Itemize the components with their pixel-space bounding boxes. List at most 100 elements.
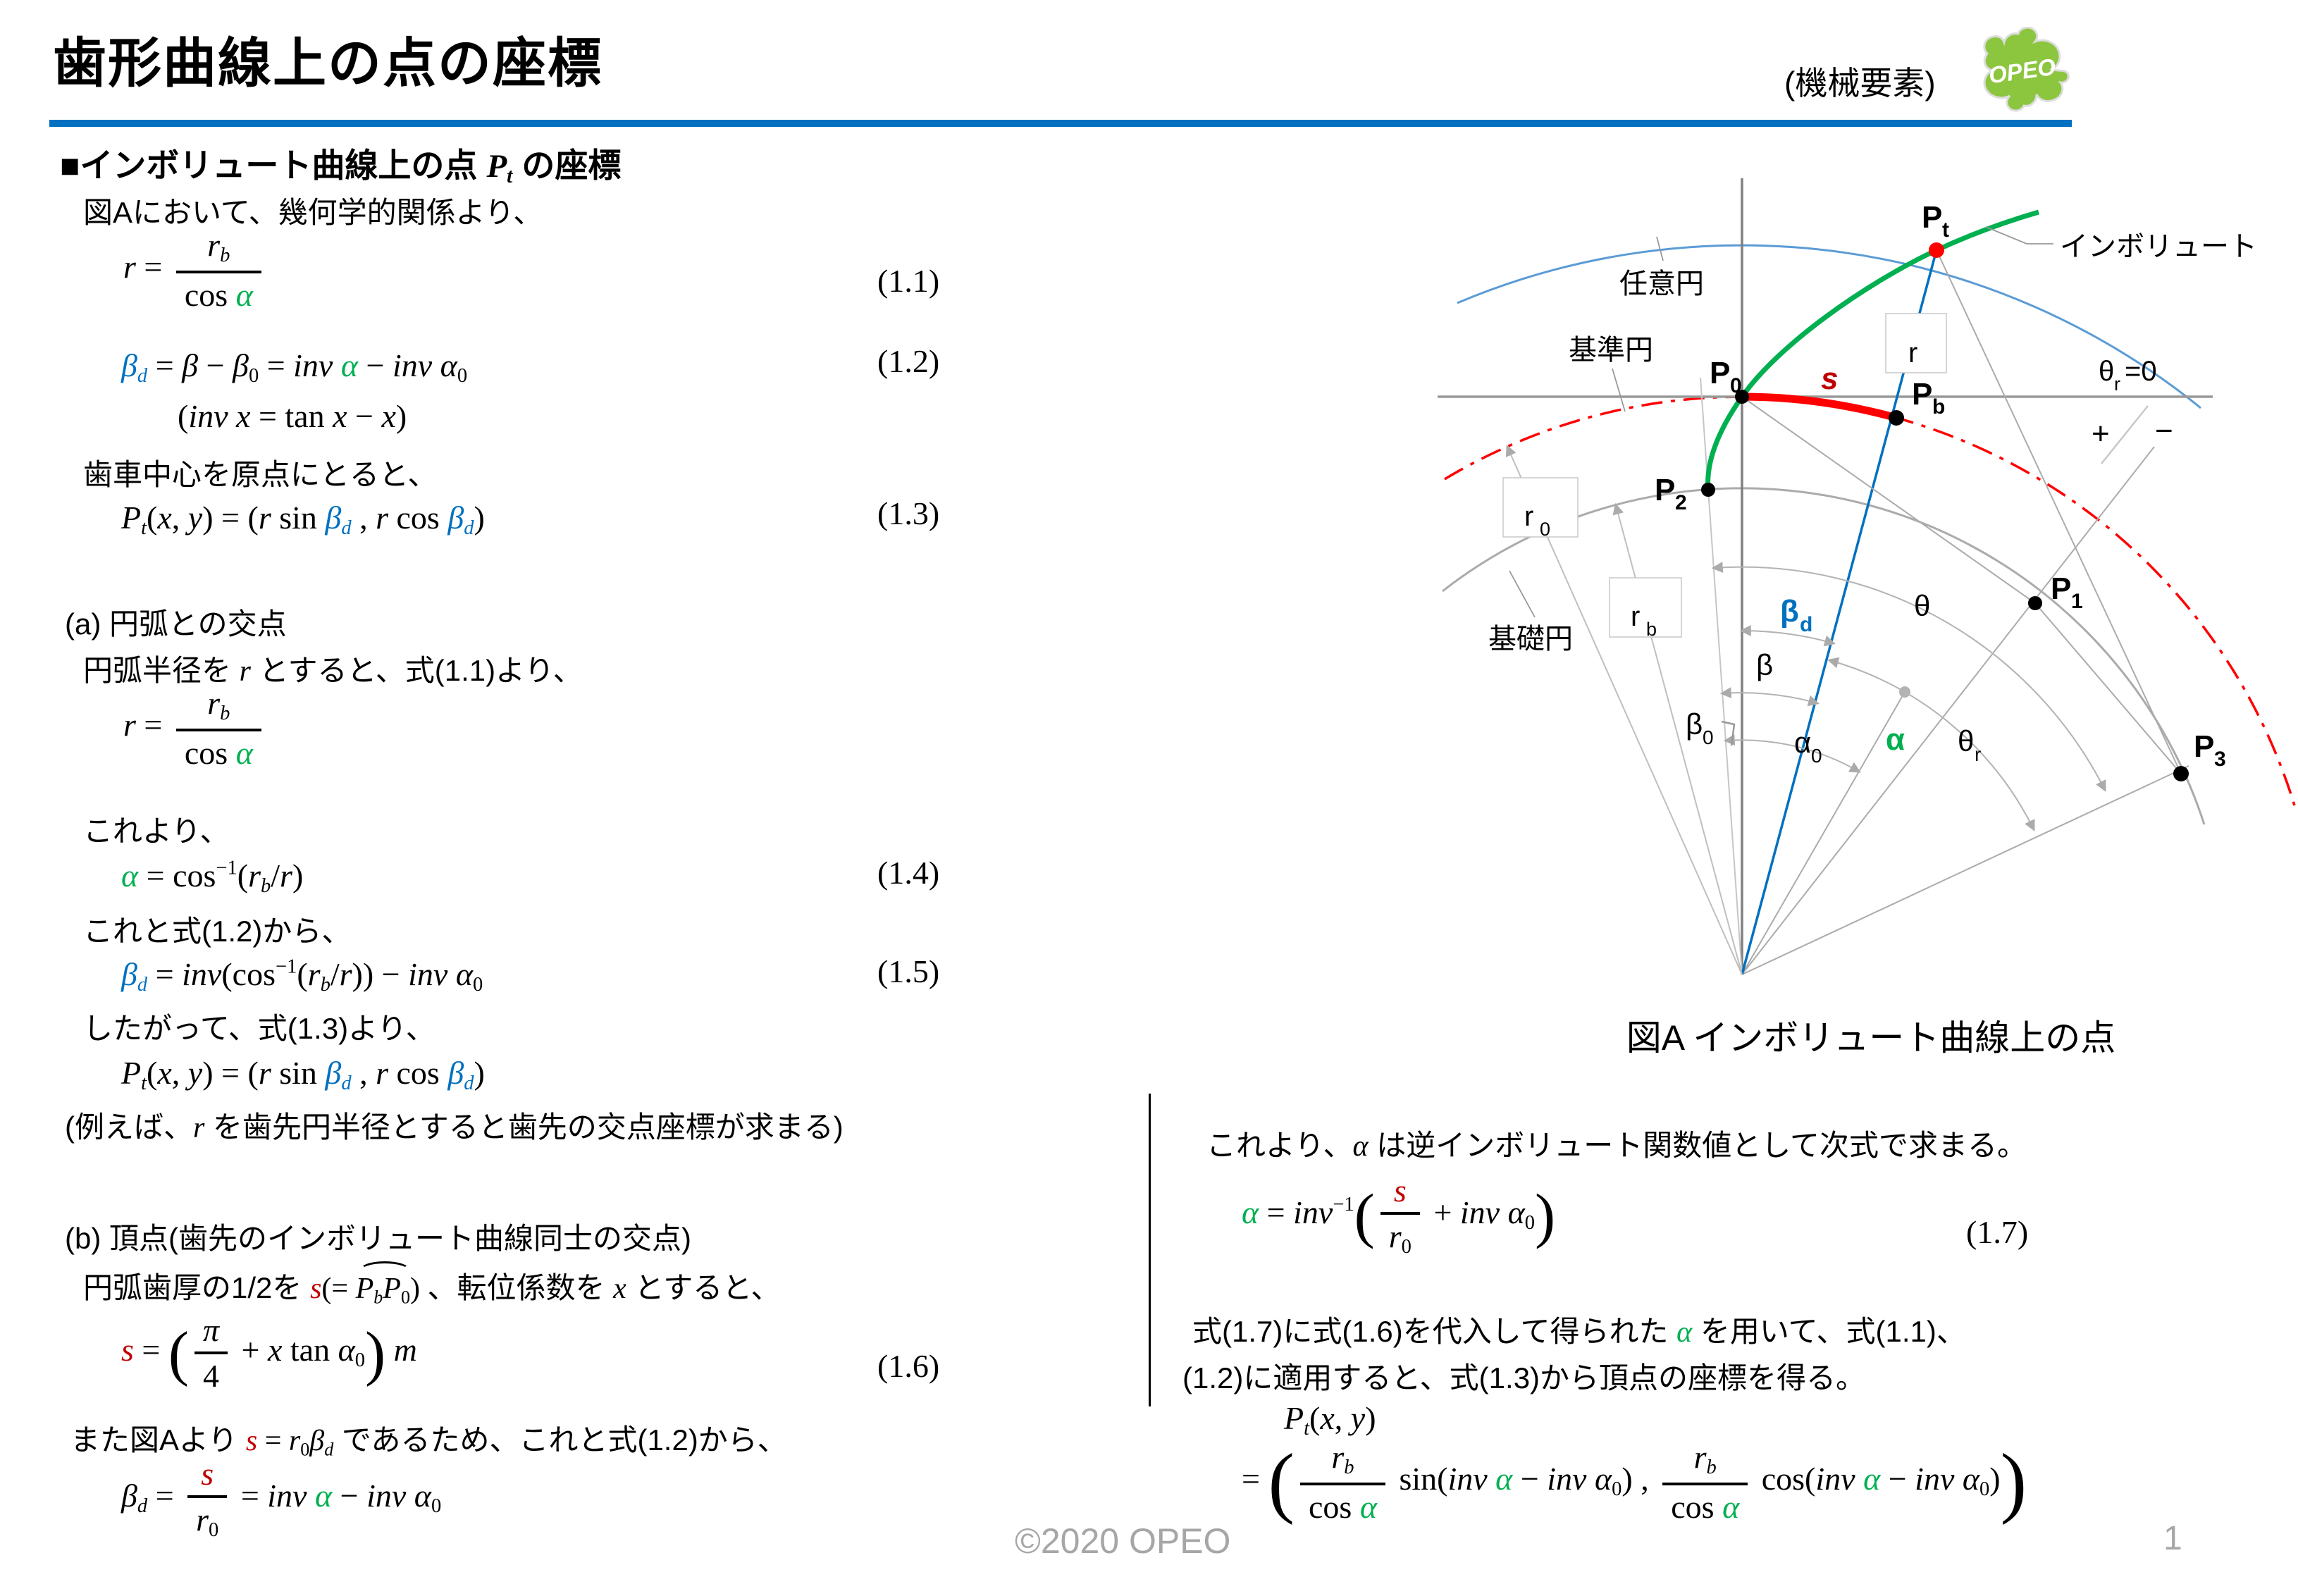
intro-line: 図Aにおいて、幾何学的関係より、: [83, 196, 543, 229]
r0-label: r: [1524, 501, 1533, 532]
theta-r-label-sub: r: [1975, 743, 1981, 765]
r-label-box: [1885, 313, 1947, 373]
s-label: s: [1821, 361, 1838, 396]
section-a-line1: 円弧半径を r とすると、式(1.1)より、: [83, 654, 583, 688]
eqnum-1-5: (1.5): [877, 953, 940, 989]
beta0-angle-tick: [1721, 720, 1736, 746]
theta-r0-label-main: θ: [2099, 356, 2114, 387]
korekara-line: これより、: [83, 815, 230, 848]
sign-divider-line: [2101, 405, 2149, 464]
rb-label-box: [1609, 577, 1682, 638]
section-b-line2: また図Aより s = r0βd であるため、これと式(1.2)から、: [70, 1423, 787, 1460]
r0-label-sub: 0: [1540, 519, 1550, 540]
equation-1-7: α = inv−1(s r0 + inv α0): [1242, 1173, 1556, 1258]
chord-p1-p3: [2034, 602, 2182, 774]
point-p3: [2173, 766, 2189, 781]
koreto-line: これと式(1.2)から、: [83, 915, 352, 948]
theta-r-label: θ: [1958, 724, 1974, 757]
eqnum-1-6: (1.6): [877, 1348, 940, 1384]
p0-label-sub: 0: [1730, 374, 1742, 397]
base-circle-leader: [1509, 570, 1536, 618]
eqnum-1-2: (1.2): [877, 343, 940, 379]
beta-d-label: β: [1780, 594, 1799, 629]
ray-p3: [1741, 765, 2189, 975]
figure-a: 任意円 基準円 基礎円 インボリュート θ r =0 + − P t P 0 P…: [1431, 154, 2297, 1091]
r-label: r: [1908, 338, 1917, 369]
minus-sign: −: [2155, 414, 2173, 448]
eqnum-1-4: (1.4): [877, 855, 940, 891]
equation-r-repeat: r = rb cos α: [123, 685, 267, 771]
right-line3: (1.2)に適用すると、式(1.3)から頂点の座標を得る。: [1182, 1361, 1866, 1394]
beta-d-angle-arc: [1739, 625, 1836, 647]
arbitrary-circle-leader: [1656, 236, 1664, 261]
involute-label: インボリュート: [2060, 231, 2257, 262]
base-circle-label: 基礎円: [1488, 624, 1573, 655]
inv-definition: (inv x = tan x − x): [178, 398, 407, 434]
column-divider: [1149, 1094, 1151, 1406]
theta-label: θ: [1914, 589, 1930, 622]
rb-radius-arrow: [1612, 502, 1743, 975]
equation-1-2: βd = β − β0 = inv α − inv α0: [121, 347, 468, 387]
rb-label: r: [1631, 601, 1640, 632]
involute-diagram: 任意円 基準円 基礎円 インボリュート θ r =0 + − P t P 0 P…: [1438, 178, 2296, 1058]
arc-s: [1741, 392, 1898, 422]
ray-p1: [1741, 446, 2155, 975]
equation-1-3: Pt(x, y) = (r sin βd , r cos βd): [121, 500, 485, 539]
opeo-logo: OPEO: [1977, 26, 2070, 116]
point-pb: [1889, 410, 1904, 426]
eqnum-1-7: (1.7): [1966, 1214, 2029, 1250]
beta-d-label-sub: d: [1800, 613, 1812, 636]
beta-label: β: [1756, 648, 1773, 681]
title-underline: [49, 120, 2072, 127]
center-note: 歯車中心を原点にとると、: [83, 458, 438, 491]
category-label: (機械要素): [1784, 65, 1936, 101]
plus-sign: +: [2092, 416, 2110, 451]
pb-label-sub: b: [1932, 395, 1945, 419]
section-b-title: (b) 頂点(歯先のインボリュート曲線同士の交点): [65, 1222, 691, 1255]
point-p2: [1701, 483, 1715, 497]
beta0-label-sub: 0: [1703, 726, 1714, 748]
eqnum-1-3: (1.3): [877, 495, 940, 531]
arbitrary-circle-label: 任意円: [1619, 268, 1704, 299]
ray-alpha-dot: [1741, 691, 1905, 975]
shitagatte-line: したがって、式(1.3)より、: [83, 1012, 435, 1045]
generating-line-pt-p3: [1936, 249, 2182, 774]
tangent-dot: [1899, 686, 1910, 698]
beta0-label: β: [1686, 707, 1703, 741]
p2-label: P: [1655, 473, 1675, 507]
alpha-label: α: [1886, 722, 1905, 757]
equation-1-5: βd = inv(cos−1(rb/r)) − inv α0: [121, 955, 483, 996]
involute-curve: [1705, 209, 2039, 490]
reference-circle-arc: [1444, 395, 2296, 806]
eqnum-1-1: (1.1): [877, 263, 940, 299]
section-a-title: (a) 円弧との交点: [65, 607, 287, 641]
p0-label: P: [1710, 356, 1730, 390]
involute-leader: [1985, 226, 2053, 245]
section-heading: ■インボリュート曲線上の点 Pt の座標: [60, 147, 622, 188]
base-circle-arc: [1442, 487, 2206, 825]
point-pt: [1929, 242, 1944, 258]
theta-angle-arc: [1711, 562, 2106, 792]
puzzle-icon: [1983, 26, 2070, 112]
equation-1-3-repeat: Pt(x, y) = (r sin βd , r cos βd): [121, 1055, 485, 1094]
equation-1-4: α = cos−1(rb/r): [121, 857, 304, 897]
pt-label: P: [1922, 200, 1942, 235]
equation-pt-final-rhs: = (rb cos α sin(inv α − inv α0) , rb cos α…: [1242, 1438, 2027, 1526]
p1-label-sub: 1: [2071, 590, 2083, 613]
theta-r0-label-sub: r: [2114, 373, 2120, 395]
p1-label: P: [2051, 571, 2071, 606]
point-p1: [2028, 596, 2042, 610]
pb-label: P: [1912, 377, 1932, 412]
right-line1: これより、α は逆インボリュート関数値として次式で求まる。: [1206, 1129, 2027, 1163]
p2-label-sub: 2: [1675, 491, 1687, 514]
alpha0-label-sub: 0: [1811, 745, 1822, 767]
ray-p2: [1700, 377, 1743, 975]
copyright: ©2020 OPEO: [1015, 1521, 1231, 1561]
pt-label-sub: t: [1942, 218, 1949, 242]
p3-label-sub: 3: [2214, 748, 2226, 771]
page-number: 1: [2163, 1520, 2182, 1557]
alpha-angle-arc: [1827, 657, 2035, 831]
arbitrary-circle-arc: [1457, 244, 2201, 409]
rb-label-sub: b: [1646, 619, 1657, 640]
equation-pt-final-lhs: Pt(x, y): [1284, 1400, 1376, 1440]
